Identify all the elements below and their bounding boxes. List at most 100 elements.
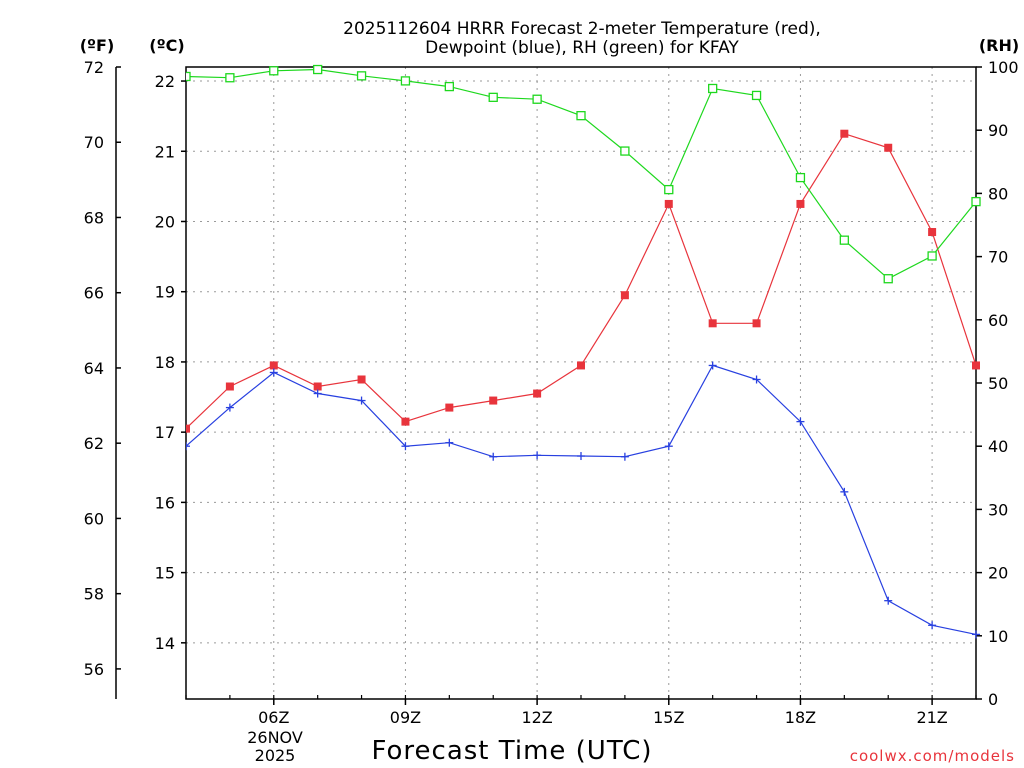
chart-title-line1: 2025112604 HRRR Forecast 2-meter Tempera…: [343, 19, 821, 39]
temperature-point: [357, 375, 366, 384]
chart-title-line2: Dewpoint (blue), RH (green) for KFAY: [425, 38, 739, 58]
dewpoint-point: [664, 442, 673, 451]
dewpoint-point: [445, 438, 454, 447]
temperature-point: [533, 389, 542, 398]
temperature-point: [445, 403, 454, 412]
celsius-tick-label: 19: [155, 283, 175, 302]
fahrenheit-tick-label: 58: [84, 585, 104, 604]
dewpoint-point: [796, 417, 805, 426]
dewpoint-point: [972, 630, 980, 639]
celsius-tick-label: 15: [155, 564, 175, 583]
rh-point: [532, 94, 542, 104]
temperature-point: [620, 291, 629, 300]
rh-tick-label: 50: [988, 374, 1008, 393]
temperature-point: [928, 228, 937, 237]
temperature-point: [489, 396, 498, 405]
celsius-tick-label: 20: [155, 212, 175, 231]
dewpoint-point: [884, 596, 893, 605]
credit-label: coolwx.com/models: [850, 747, 1015, 765]
x-tick-label: 09Z: [390, 708, 421, 727]
temperature-point: [840, 129, 849, 138]
fahrenheit-tick-label: 64: [84, 359, 104, 378]
rh-tick-label: 0: [988, 690, 998, 709]
temperature-point: [186, 424, 190, 433]
rh-tick-label: 10: [988, 627, 1008, 646]
fahrenheit-tick-label: 62: [84, 434, 104, 453]
rh-tick-label: 60: [988, 311, 1008, 330]
celsius-tick-label: 22: [155, 72, 175, 91]
rh-point: [620, 146, 630, 156]
celsius-tick-label: 16: [155, 493, 175, 512]
date-label-year: 2025: [255, 746, 296, 765]
dewpoint-point: [269, 368, 278, 377]
rh-point: [795, 172, 806, 183]
temperature-point: [269, 361, 278, 370]
dewpoint-point: [401, 442, 410, 451]
rh-point: [269, 66, 279, 76]
temperature-point: [313, 382, 322, 391]
plot-frame: [185, 66, 977, 700]
dewpoint-point: [225, 403, 234, 412]
fahrenheit-tick-label: 66: [84, 284, 104, 303]
rh-tick-label: 100: [988, 58, 1019, 77]
dewpoint-point: [313, 389, 322, 398]
temperature-point: [796, 199, 805, 208]
temperature-point: [884, 143, 893, 152]
fahrenheit-tick-label: 60: [84, 509, 104, 528]
temperature-point: [752, 319, 761, 328]
rh-point: [708, 83, 718, 94]
x-tick-label: 12Z: [521, 708, 552, 727]
rh-tick-label: 80: [988, 184, 1008, 203]
temperature-point: [972, 361, 980, 370]
rh-tick-label: 90: [988, 121, 1008, 140]
temperature-point: [577, 361, 585, 370]
rh-point: [883, 274, 893, 284]
rh-series-line: [186, 68, 977, 280]
dewpoint-point: [577, 452, 585, 461]
dewpoint-point: [533, 451, 542, 460]
temperature-point: [708, 319, 717, 328]
fahrenheit-unit-label: (ºF): [80, 36, 115, 55]
series-layer: [186, 64, 981, 639]
dewpoint-point: [752, 375, 761, 384]
rh-point: [444, 81, 454, 92]
x-tick-label: 18Z: [785, 708, 816, 727]
rh-point: [488, 92, 498, 102]
celsius-tick-label: 18: [155, 353, 175, 372]
rh-point: [664, 184, 674, 195]
rh-point: [313, 64, 323, 75]
dewpoint-point: [840, 487, 849, 496]
rh-tick-label: 20: [988, 564, 1008, 583]
rh-point: [225, 73, 235, 83]
rh-point: [751, 90, 762, 101]
dewpoint-series-line: [186, 364, 977, 635]
celsius-unit-label: (ºC): [149, 36, 184, 55]
fahrenheit-tick-label: 72: [84, 58, 104, 77]
x-tick-label: 15Z: [653, 708, 684, 727]
series-clip-group: [186, 64, 981, 639]
rh-point: [400, 76, 411, 86]
rh-point: [186, 71, 191, 82]
rh-point: [576, 111, 586, 121]
fahrenheit-tick-label: 70: [84, 133, 104, 152]
dewpoint-point: [357, 396, 366, 405]
rh-point: [927, 251, 937, 261]
date-label-day: 26NOV: [247, 728, 303, 747]
x-tick-label: 21Z: [916, 708, 947, 727]
celsius-tick-label: 21: [155, 142, 175, 161]
fahrenheit-tick-label: 68: [84, 208, 104, 227]
x-axis-title: Forecast Time (UTC): [371, 736, 652, 766]
dewpoint-point: [186, 442, 190, 451]
rh-point: [839, 235, 849, 245]
rh-point: [356, 71, 367, 81]
axes: 14 15 16 17 18 19 20 21 22 56 58 60 62 64 66 68 70 72 0 10 2…: [84, 58, 1019, 727]
rh-tick-label: 40: [988, 437, 1008, 456]
temperature-point: [664, 199, 673, 208]
dewpoint-point: [620, 452, 629, 461]
grid-lines: [186, 67, 976, 699]
rh-tick-label: 30: [988, 500, 1008, 519]
rh-unit-label: (RH): [979, 36, 1019, 55]
x-tick-label: 06Z: [258, 708, 289, 727]
celsius-tick-label: 17: [155, 423, 175, 442]
